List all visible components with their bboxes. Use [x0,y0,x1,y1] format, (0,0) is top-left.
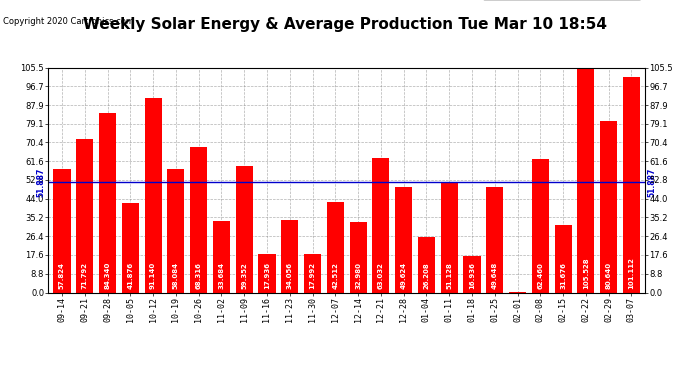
Bar [327,202,344,292]
Text: 84.340: 84.340 [104,262,110,289]
Bar [350,222,366,292]
Text: 51.128: 51.128 [446,262,452,289]
Text: 105.528: 105.528 [583,258,589,289]
Text: 71.792: 71.792 [81,262,88,289]
Text: 49.624: 49.624 [401,262,406,289]
Bar [99,112,116,292]
Bar [486,187,503,292]
Text: 91.140: 91.140 [150,262,156,289]
Bar [168,169,184,292]
Bar [282,220,298,292]
Bar [555,225,572,292]
Text: 42.512: 42.512 [333,262,338,289]
Text: 68.316: 68.316 [196,262,201,289]
Text: Copyright 2020 Cartronics.com: Copyright 2020 Cartronics.com [3,17,135,26]
Bar [213,220,230,292]
Bar [532,159,549,292]
Text: 16.936: 16.936 [469,262,475,289]
Text: 59.352: 59.352 [241,262,247,289]
Text: 57.824: 57.824 [59,262,65,289]
Text: 62.460: 62.460 [538,262,543,289]
Bar [600,120,618,292]
Text: 41.876: 41.876 [128,262,133,289]
Text: 51.887: 51.887 [647,167,656,196]
Text: 31.676: 31.676 [560,262,566,289]
Bar [464,256,480,292]
Text: 17.992: 17.992 [310,262,315,289]
Text: 34.056: 34.056 [287,262,293,289]
Bar [190,147,207,292]
Bar [236,166,253,292]
Bar [76,140,93,292]
Text: 26.208: 26.208 [424,262,429,289]
Bar [304,254,321,292]
Text: Weekly Solar Energy & Average Production Tue Mar 10 18:54: Weekly Solar Energy & Average Production… [83,17,607,32]
Bar [373,158,389,292]
Text: 32.980: 32.980 [355,262,361,289]
Text: 49.648: 49.648 [492,262,497,289]
Text: 58.084: 58.084 [173,262,179,289]
Bar [395,187,412,292]
Bar [259,254,275,292]
Bar [418,237,435,292]
Bar [144,98,161,292]
Bar [578,68,595,292]
Bar [441,183,457,292]
Bar [121,203,139,292]
Text: 51.887: 51.887 [37,167,46,196]
Text: 33.684: 33.684 [219,262,224,289]
Text: 80.640: 80.640 [606,262,612,289]
Text: 17.936: 17.936 [264,262,270,289]
Text: 101.112: 101.112 [629,257,635,289]
Bar [53,169,70,292]
Bar [623,77,640,292]
Text: 63.032: 63.032 [378,262,384,289]
